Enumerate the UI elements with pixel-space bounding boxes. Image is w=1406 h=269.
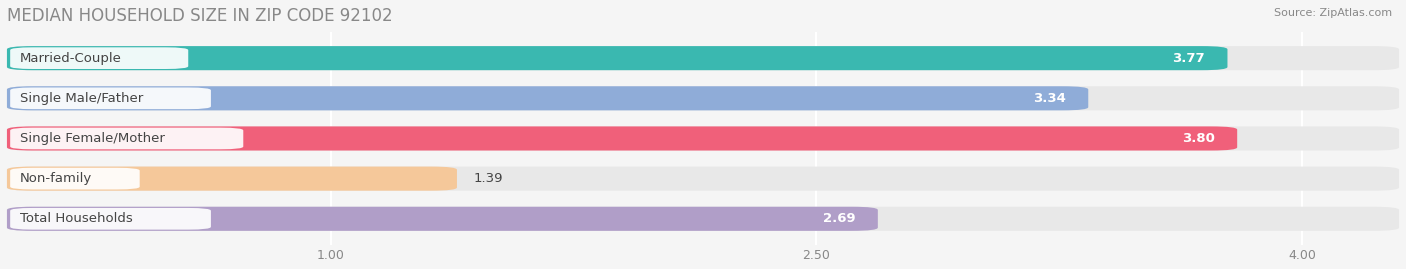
FancyBboxPatch shape — [7, 167, 1399, 191]
Text: Total Households: Total Households — [20, 212, 132, 225]
FancyBboxPatch shape — [7, 46, 1399, 70]
Text: 2.69: 2.69 — [823, 212, 855, 225]
FancyBboxPatch shape — [10, 208, 211, 230]
FancyBboxPatch shape — [7, 46, 1227, 70]
FancyBboxPatch shape — [7, 207, 877, 231]
Text: Single Male/Father: Single Male/Father — [20, 92, 143, 105]
Text: MEDIAN HOUSEHOLD SIZE IN ZIP CODE 92102: MEDIAN HOUSEHOLD SIZE IN ZIP CODE 92102 — [7, 7, 392, 25]
Text: Non-family: Non-family — [20, 172, 93, 185]
FancyBboxPatch shape — [10, 128, 243, 149]
FancyBboxPatch shape — [10, 87, 211, 109]
FancyBboxPatch shape — [7, 86, 1399, 110]
Text: 3.77: 3.77 — [1173, 52, 1205, 65]
Text: Source: ZipAtlas.com: Source: ZipAtlas.com — [1274, 8, 1392, 18]
FancyBboxPatch shape — [7, 167, 457, 191]
FancyBboxPatch shape — [7, 126, 1237, 151]
FancyBboxPatch shape — [7, 207, 1399, 231]
Text: 3.80: 3.80 — [1181, 132, 1215, 145]
Text: 1.39: 1.39 — [474, 172, 502, 185]
FancyBboxPatch shape — [7, 86, 1088, 110]
FancyBboxPatch shape — [7, 126, 1399, 151]
Text: Married-Couple: Married-Couple — [20, 52, 122, 65]
FancyBboxPatch shape — [10, 47, 188, 69]
Text: Single Female/Mother: Single Female/Mother — [20, 132, 165, 145]
Text: 3.34: 3.34 — [1033, 92, 1066, 105]
FancyBboxPatch shape — [10, 168, 139, 189]
